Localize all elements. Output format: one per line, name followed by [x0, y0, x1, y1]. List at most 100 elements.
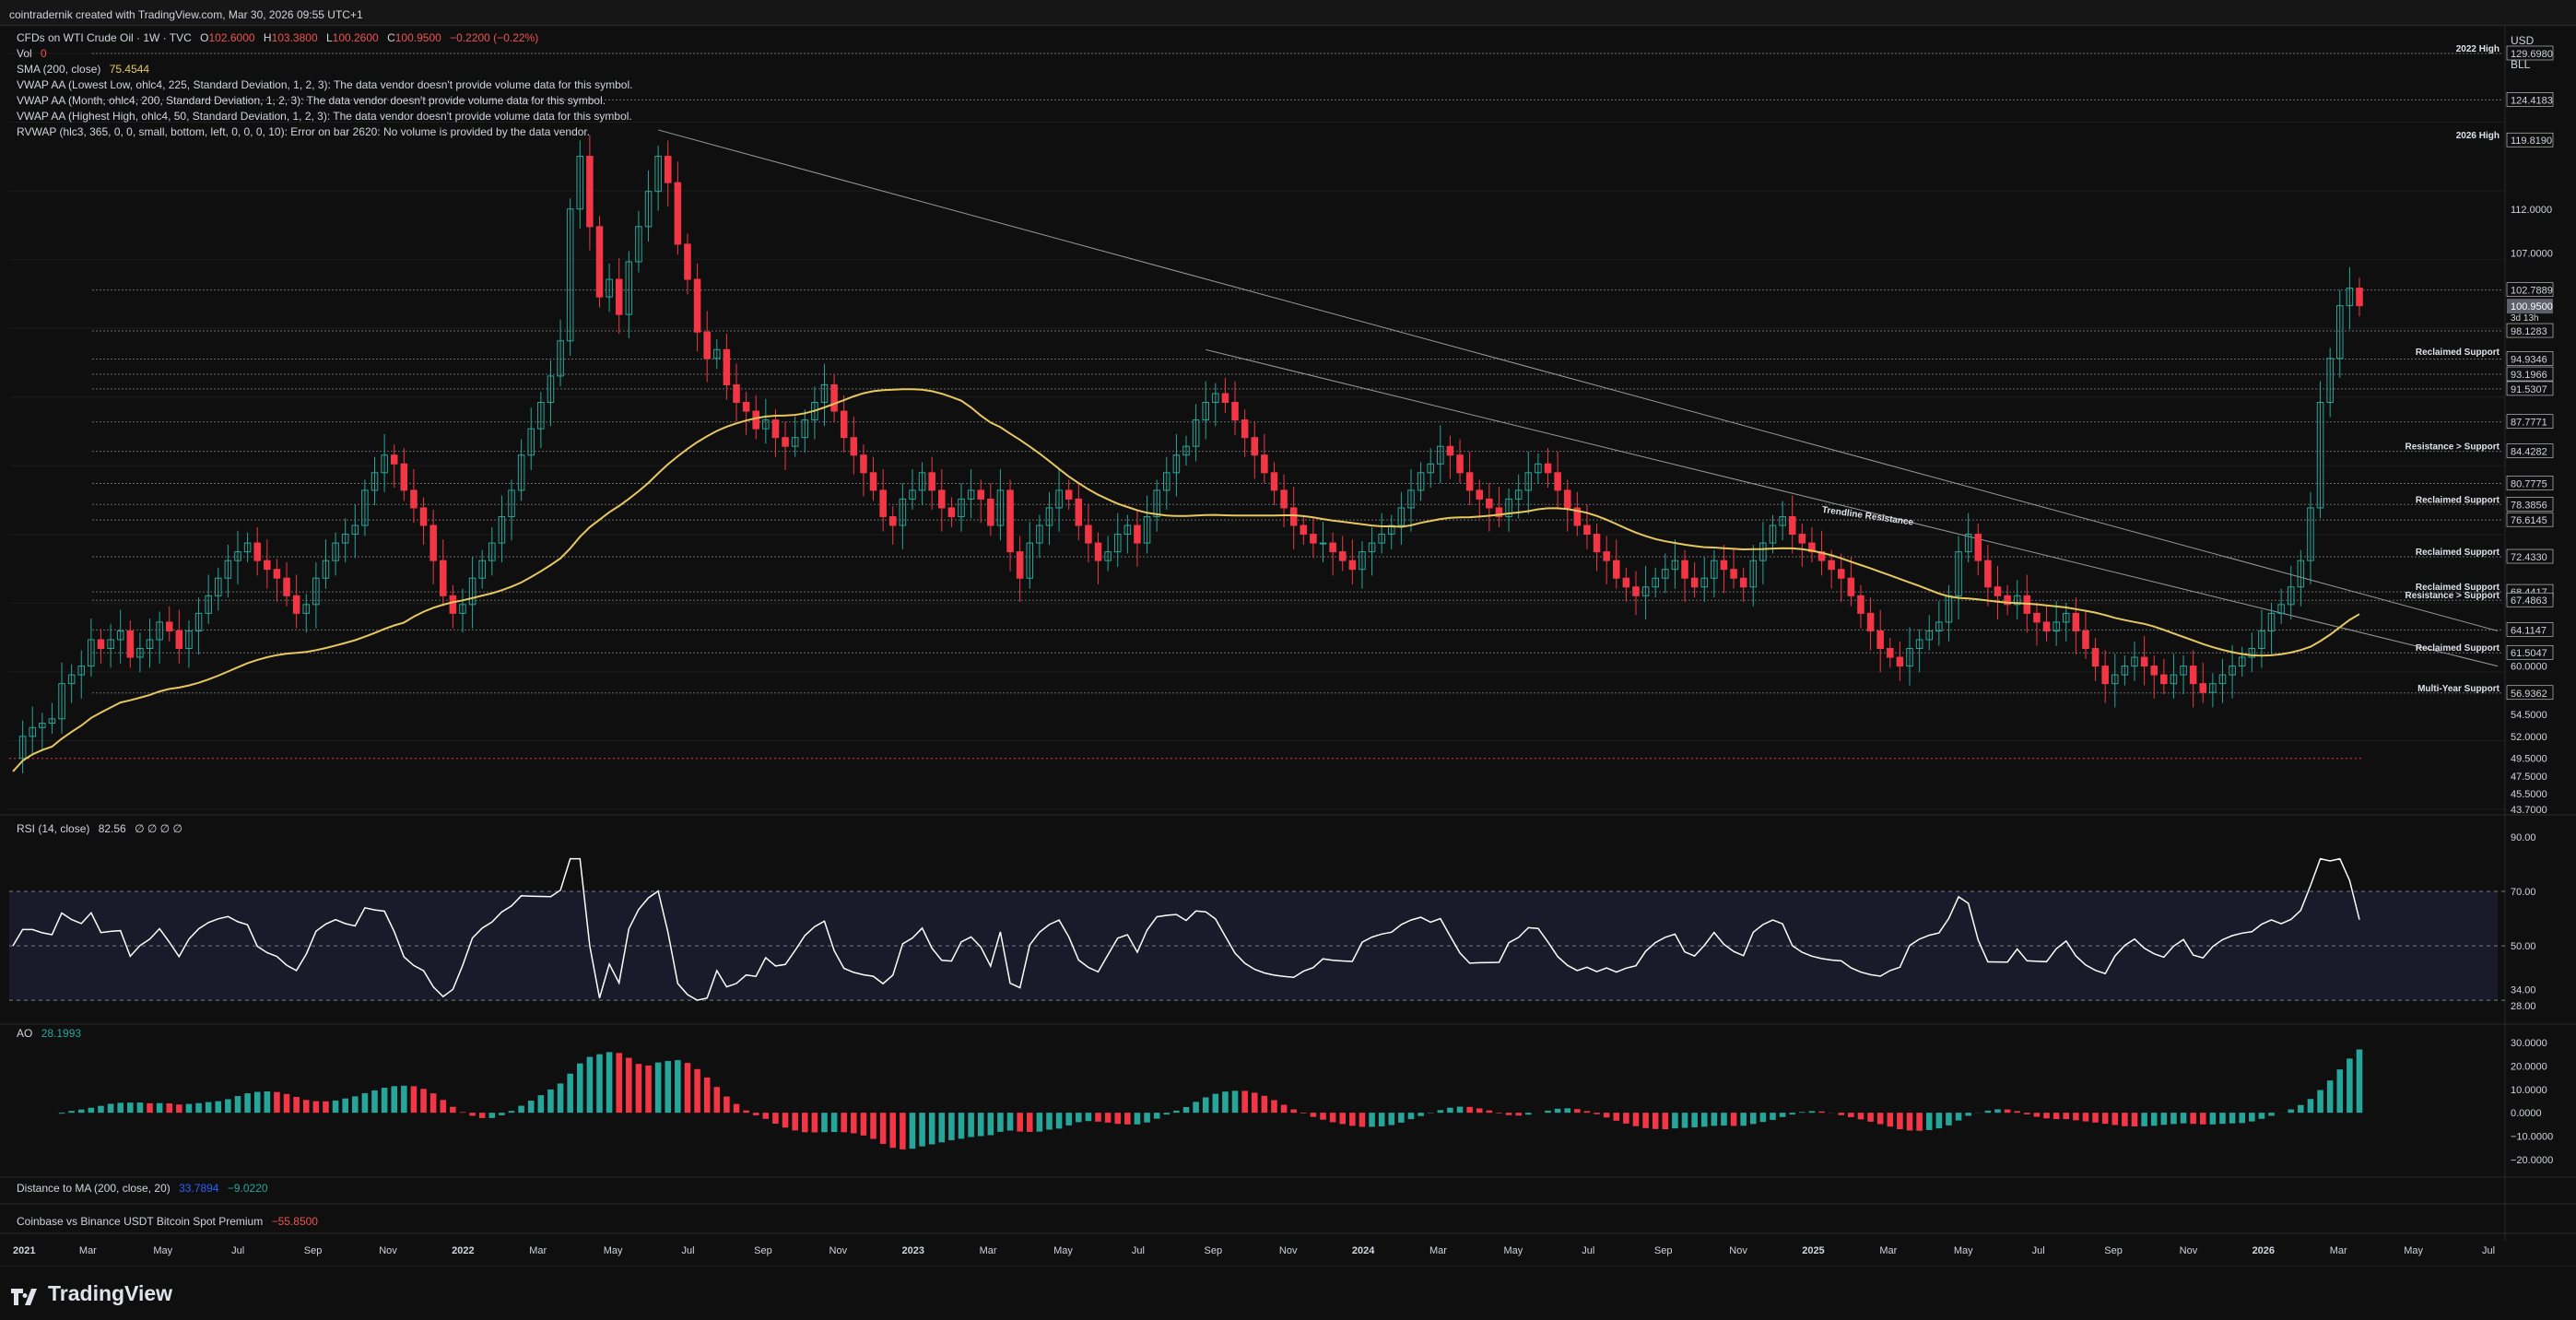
ao-bar: [2307, 1099, 2314, 1114]
open-value: 102.6000: [208, 31, 255, 44]
ao-bar: [1925, 1113, 1933, 1130]
ao-bar: [2356, 1049, 2363, 1114]
ao-bar: [870, 1113, 876, 1139]
ao-bar: [147, 1102, 153, 1114]
legend-main[interactable]: CFDs on WTI Crude Oil · 1W · TVC O102.60…: [17, 30, 538, 46]
candle-body: [693, 278, 701, 333]
candle-body: [2160, 674, 2168, 685]
candle-body: [2238, 656, 2246, 667]
ao-bar: [136, 1102, 144, 1114]
candle-body: [2267, 612, 2276, 631]
candle-body: [2140, 656, 2148, 667]
candle-body: [1104, 551, 1112, 561]
ao-bar: [1212, 1093, 1219, 1114]
price-tag-box: [2506, 323, 2554, 338]
ao-bar: [811, 1113, 818, 1133]
ao-bar: [2209, 1113, 2217, 1125]
candle-body: [1652, 577, 1659, 588]
distance-legend[interactable]: Distance to MA (200, close, 20) 33.7894 …: [17, 1181, 268, 1196]
candle-body: [1828, 560, 1835, 571]
rsi-label: RSI (14, close): [17, 822, 90, 835]
ao-bar: [2249, 1113, 2255, 1122]
ao-bar: [1897, 1113, 1903, 1130]
legend-volume[interactable]: Vol 0: [17, 46, 47, 62]
ao-bar: [2170, 1113, 2177, 1125]
pane-separators[interactable]: [0, 814, 2576, 1234]
price-tick-label: 45.5000: [2511, 789, 2547, 800]
candle-body: [1593, 534, 1601, 553]
countdown-label: 3d 13h: [2511, 313, 2539, 324]
time-tick-label: May: [153, 1245, 172, 1256]
ao-bar: [997, 1113, 1004, 1132]
legend-rvwap[interactable]: RVWAP (hlc3, 365, 0, 0, small, bottom, l…: [17, 125, 591, 138]
ao-bar: [1055, 1113, 1063, 1129]
candle-body: [1603, 551, 1610, 561]
time-tick-label: 2021: [13, 1245, 35, 1256]
legend-vwap-3[interactable]: VWAP AA (Highest High, ohlc4, 50, Standa…: [17, 110, 632, 123]
price-tag-box: [2506, 443, 2554, 458]
ao-bar: [2141, 1113, 2147, 1126]
time-tick-label: May: [1053, 1245, 1073, 1256]
ao-bar: [1407, 1113, 1415, 1120]
ao-bar: [743, 1110, 749, 1114]
currency-unit[interactable]: USD: [2511, 34, 2535, 47]
time-tick-label: Nov: [1729, 1245, 1747, 1256]
ao-bar: [2073, 1113, 2079, 1121]
candle-body: [664, 156, 672, 183]
premium-legend[interactable]: Coinbase vs Binance USDT Bitcoin Spot Pr…: [17, 1214, 318, 1230]
candle-body: [1524, 472, 1533, 491]
candle-body: [1094, 542, 1102, 561]
ao-bar: [1095, 1113, 1101, 1122]
ao-bar: [1447, 1107, 1453, 1114]
candle-body: [322, 560, 330, 579]
legend-sma[interactable]: SMA (200, close) 75.4544: [17, 62, 149, 77]
ao-bar: [1251, 1092, 1258, 1114]
ao-legend[interactable]: AO 28.1993: [17, 1026, 81, 1042]
candle-body: [1241, 419, 1249, 439]
candle-body: [2053, 621, 2060, 631]
candle-body: [400, 463, 408, 491]
price-tick-label: 49.5000: [2511, 754, 2547, 765]
candle-body: [869, 472, 877, 491]
time-scale[interactable]: 2021 Mar May Jul Sep Nov 2022 Mar May Jul Sep Nov 20…: [13, 1245, 2495, 1256]
legend-vwap-1[interactable]: VWAP AA (Lowest Low, ohlc4, 225, Standar…: [17, 78, 633, 91]
candle-body: [517, 454, 525, 491]
candle-body: [1280, 489, 1288, 509]
ao-bar: [1085, 1113, 1092, 1122]
candle-body: [1573, 507, 1582, 526]
candle-body: [2287, 586, 2295, 606]
ao-bar: [156, 1102, 163, 1114]
ao-bar: [361, 1092, 369, 1114]
candle-body: [1329, 542, 1336, 553]
ao-bar: [518, 1105, 524, 1114]
rsi-legend[interactable]: RSI (14, close) 82.56 ∅ ∅ ∅ ∅: [17, 821, 182, 837]
price-tick-label: 72.4330: [2511, 552, 2547, 563]
candle-body: [1896, 656, 1904, 667]
candle-body: [1143, 515, 1151, 544]
candle-body: [48, 718, 56, 725]
ao-bar: [968, 1113, 974, 1137]
currency-contract[interactable]: BLL: [2511, 58, 2531, 71]
ao-bar: [675, 1060, 681, 1114]
candle-body: [752, 410, 760, 430]
ao-bar: [1887, 1113, 1894, 1127]
candle-body: [2297, 560, 2305, 588]
price-tick-label: 61.5047: [2511, 648, 2547, 659]
candle-body: [1906, 648, 1913, 667]
ao-bar: [185, 1103, 193, 1114]
price-scale[interactable]: 129.6980 124.4183 119.8190 112.0000 107.0000…: [2504, 26, 2576, 1241]
rsi-tick-label: 90.00: [2511, 832, 2536, 843]
candle-body: [1192, 419, 1200, 447]
candle-body: [967, 489, 975, 500]
sma-value: 75.4544: [109, 63, 150, 76]
candle-body: [879, 489, 887, 517]
rsi-line: [12, 857, 2360, 1001]
candle-body: [1123, 524, 1132, 536]
legend-vwap-2[interactable]: VWAP AA (Month, ohlc4, 200, Standard Dev…: [17, 94, 606, 107]
ao-label: AO: [17, 1027, 33, 1040]
tradingview-logo[interactable]: TradingView: [11, 1281, 172, 1306]
candle-body: [1612, 560, 1620, 579]
support-resistance-levels: [9, 53, 2502, 760]
time-tick-label: Mar: [1879, 1245, 1897, 1256]
